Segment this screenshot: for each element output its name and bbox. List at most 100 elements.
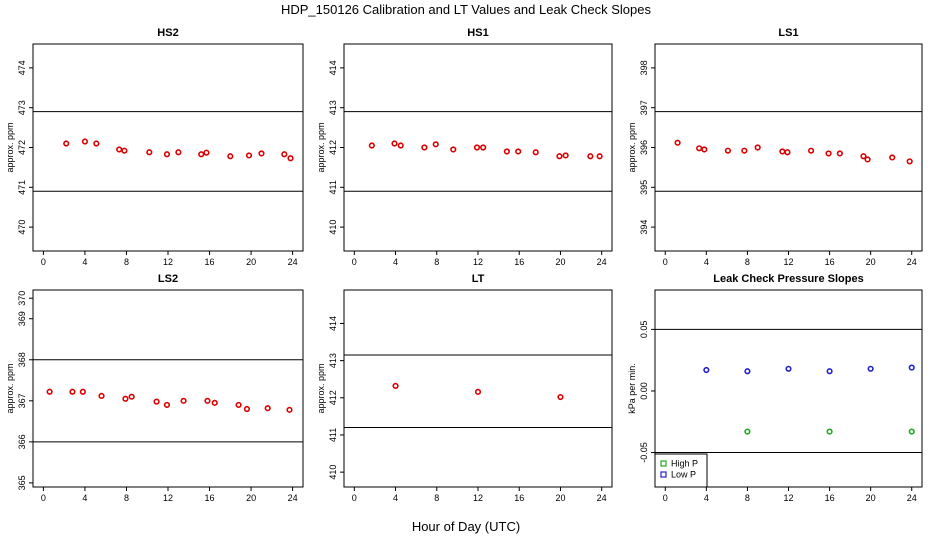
data-point <box>696 145 703 152</box>
x-tick-label: 12 <box>163 257 173 267</box>
x-tick-label: 24 <box>597 257 607 267</box>
panel-hs1: HS1 0 4 8 12 16 20 24 410 411 412 413 414 approx. ppm <box>316 27 613 267</box>
x-tick-label: 0 <box>352 257 357 267</box>
x-tick-label: 0 <box>41 493 46 503</box>
data-point <box>81 138 89 145</box>
x-tick-label: 12 <box>163 493 173 503</box>
panel-title: LS2 <box>158 273 178 285</box>
data-point <box>116 146 123 153</box>
y-tick-label: 370 <box>17 291 27 306</box>
data-point <box>245 152 253 159</box>
x-tick-label: 16 <box>205 257 215 267</box>
data-point <box>556 153 563 160</box>
y-tick-label: 472 <box>17 140 27 155</box>
x-tick-label: 4 <box>704 493 709 503</box>
data-point <box>397 142 404 149</box>
x-tick-label: 12 <box>473 257 483 267</box>
plot-frame <box>343 289 613 488</box>
data-point <box>203 149 210 156</box>
data-point <box>503 148 510 155</box>
y-tick-label: 413 <box>328 100 338 115</box>
x-tick-label: 24 <box>597 493 607 503</box>
data-point <box>180 397 187 404</box>
x-tick-label: 0 <box>663 493 668 503</box>
x-tick-label: 20 <box>555 493 565 503</box>
x-tick-label: 4 <box>704 257 709 267</box>
x-tick-label: 8 <box>745 257 750 267</box>
data-point <box>46 388 53 395</box>
data-point <box>243 405 251 413</box>
y-tick-label: 411 <box>328 180 338 194</box>
data-point <box>93 140 100 147</box>
data-point <box>703 366 710 374</box>
panel-hs2: HS2 0 4 8 12 16 20 24 470 471 472 473 474 approx. ppm <box>5 27 304 267</box>
data-point <box>532 149 539 156</box>
data-point <box>741 147 748 154</box>
data-point <box>889 154 896 161</box>
data-point <box>836 150 843 157</box>
data-point <box>128 393 135 400</box>
data-point <box>163 401 171 409</box>
data-point <box>122 395 129 402</box>
plot-frame <box>343 43 613 252</box>
data-point <box>163 151 171 158</box>
panel-leak-check-pressure-slopes: Leak Check Pressure Slopes 0 4 8 12 16 20 24 -0.… <box>627 273 923 503</box>
x-tick-label: 4 <box>393 257 398 267</box>
data-point <box>287 155 294 162</box>
y-tick-label: 365 <box>17 475 27 490</box>
data-point <box>744 368 751 375</box>
data-point <box>79 388 86 395</box>
x-tick-label: 16 <box>825 493 835 503</box>
data-point <box>826 428 833 435</box>
y-tick-label: 398 <box>639 60 649 75</box>
legend-label: High P <box>671 459 698 469</box>
x-tick-label: 20 <box>866 493 876 503</box>
legend-marker <box>660 460 667 467</box>
data-point <box>146 149 153 156</box>
panel-lt: LT 0 4 8 12 16 20 24 410 411 412 413 414 approx. ppm <box>316 273 613 503</box>
x-tick-label: 8 <box>434 257 439 267</box>
y-tick-label: 367 <box>17 393 27 408</box>
x-tick-label: 16 <box>205 493 215 503</box>
data-point <box>515 148 522 155</box>
x-tick-label: 16 <box>825 257 835 267</box>
x-tick-label: 12 <box>783 493 793 503</box>
data-point <box>784 149 791 156</box>
legend-label: Low P <box>671 470 696 480</box>
data-point <box>69 388 76 395</box>
plot-frame <box>654 43 923 252</box>
y-tick-label: 394 <box>639 220 649 235</box>
data-point <box>562 152 569 159</box>
y-tick-label: 411 <box>328 428 338 442</box>
x-tick-label: 20 <box>246 257 256 267</box>
x-tick-label: 16 <box>514 493 524 503</box>
data-point <box>867 365 874 372</box>
data-point <box>779 148 786 155</box>
data-point <box>596 153 603 160</box>
data-point <box>724 147 732 154</box>
data-point <box>198 151 205 158</box>
x-tick-label: 12 <box>473 493 483 503</box>
y-axis-label: kPa per min. <box>627 363 637 414</box>
data-point <box>744 428 751 435</box>
data-point <box>204 397 211 404</box>
panel-ls2: LS2 0 4 8 12 16 20 24 365 366 367 368 369 370 approx. … <box>5 273 304 503</box>
y-tick-label: 414 <box>328 60 338 75</box>
data-point <box>557 393 564 401</box>
data-point <box>864 156 871 163</box>
data-point <box>825 150 832 157</box>
panel-title: HS1 <box>467 27 488 39</box>
x-tick-label: 0 <box>41 257 46 267</box>
panel-title: LS1 <box>778 27 798 39</box>
y-tick-label: 368 <box>17 352 27 367</box>
y-tick-label: 410 <box>328 465 338 480</box>
x-tick-label: 4 <box>82 493 87 503</box>
data-point <box>908 428 915 435</box>
data-point <box>368 142 375 149</box>
data-point <box>121 147 128 154</box>
figure-title: HDP_150126 Calibration and LT Values and… <box>281 2 652 17</box>
panel-title: LT <box>472 273 485 285</box>
data-point <box>153 398 160 405</box>
